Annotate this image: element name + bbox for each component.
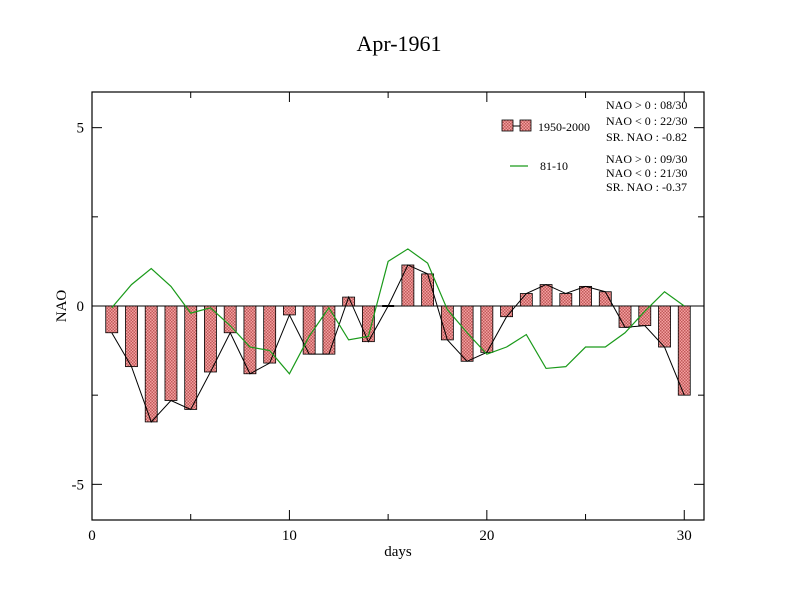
y-tick-label: 5 — [77, 121, 85, 137]
x-tick-label: 30 — [677, 528, 692, 544]
line-series-1950-2000 — [111, 264, 685, 423]
y-tick-label: -5 — [72, 477, 85, 493]
x-tick-label: 10 — [282, 528, 297, 544]
bar — [263, 305, 277, 364]
stat-8110-positive: NAO > 0 : 09/30 — [606, 152, 687, 166]
line-series-81-10 — [111, 248, 685, 375]
stat-8110-negative: NAO < 0 : 21/30 — [606, 166, 687, 180]
bar — [184, 305, 198, 410]
bar — [223, 305, 237, 334]
bar — [539, 284, 553, 307]
x-tick-label: 20 — [479, 528, 494, 544]
stat-1950-positive: NAO > 0 : 08/30 — [606, 98, 687, 112]
y-axis-label: NAO — [54, 290, 70, 323]
stats-block: NAO > 0 : 08/30 NAO < 0 : 22/30 SR. NAO … — [606, 98, 687, 194]
y-tick-label: 0 — [77, 299, 85, 315]
chart-title: Apr-1961 — [356, 31, 441, 56]
bar — [559, 293, 573, 307]
stat-1950-sr: SR. NAO : -0.82 — [606, 130, 687, 144]
x-tick-label: 0 — [88, 528, 96, 544]
bar — [658, 305, 671, 348]
bar — [677, 305, 691, 396]
bar-series-1950-2000 — [105, 264, 691, 423]
legend-swatch-1950-2000-b — [519, 119, 532, 132]
legend-label-81-10: 81-10 — [540, 159, 568, 173]
legend-label-1950-2000: 1950-2000 — [538, 120, 590, 134]
bar — [164, 305, 178, 401]
bar — [243, 305, 257, 375]
bar — [144, 305, 158, 423]
bar — [105, 305, 119, 334]
bar — [519, 293, 533, 307]
bar — [125, 305, 138, 368]
bar — [440, 305, 454, 341]
bar — [421, 273, 435, 307]
bar — [204, 305, 217, 373]
axis-ticks: 0 10 20 30 -5 0 5 — [72, 92, 704, 544]
bar — [618, 305, 632, 328]
bar — [283, 305, 296, 316]
stat-8110-sr: SR. NAO : -0.37 — [606, 180, 687, 194]
bar — [460, 305, 474, 362]
legend: 1950-2000 81-10 — [501, 119, 590, 173]
stat-1950-negative: NAO < 0 : 22/30 — [606, 114, 687, 128]
bar — [579, 285, 592, 307]
legend-swatch-1950-2000-a — [501, 119, 514, 132]
bar — [401, 264, 415, 307]
x-axis-label: days — [384, 544, 412, 560]
